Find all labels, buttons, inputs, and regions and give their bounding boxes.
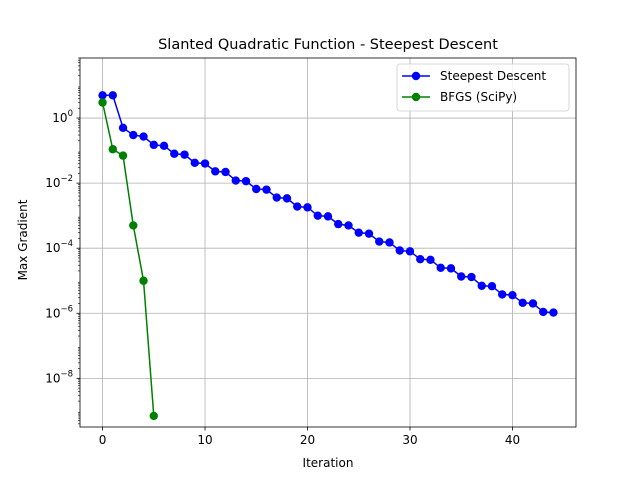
data-point	[344, 221, 353, 230]
data-point	[354, 228, 363, 237]
data-point	[159, 141, 169, 151]
data-point	[313, 211, 322, 220]
data-point	[231, 176, 240, 185]
data-point	[487, 281, 497, 291]
y-tick-label: 10−8	[45, 369, 73, 385]
data-point	[457, 272, 466, 281]
data-point	[539, 307, 548, 317]
legend-marker	[411, 71, 421, 81]
data-point	[180, 150, 189, 159]
x-tick-label: 40	[505, 433, 520, 447]
data-point	[129, 221, 138, 230]
data-point	[549, 308, 558, 317]
legend-label: Steepest Descent	[440, 69, 546, 83]
data-point	[129, 130, 138, 140]
legend-label: BFGS (SciPy)	[440, 90, 517, 104]
x-tick-label: 20	[300, 433, 315, 447]
plot-area: 0 10 20 30 40 10−8 10−6 10−4 10−2 100 Steepest Des…	[45, 57, 577, 447]
data-point	[170, 149, 179, 158]
data-point	[467, 272, 476, 282]
data-point	[323, 212, 333, 221]
data-point	[518, 298, 527, 307]
data-point	[139, 276, 148, 285]
legend-marker	[411, 92, 421, 102]
data-point	[200, 159, 210, 168]
x-tick-label: 0	[99, 433, 107, 447]
data-point	[446, 264, 456, 273]
axes-frame	[79, 57, 577, 428]
y-tick-label: 10−4	[45, 239, 73, 255]
data-point	[262, 185, 271, 194]
data-point	[293, 202, 302, 211]
data-point	[118, 151, 128, 160]
data-point	[139, 132, 148, 141]
y-tick-label: 10−2	[45, 174, 73, 190]
data-point	[477, 281, 486, 290]
data-point	[98, 98, 107, 107]
y-tick-label: 10−6	[45, 304, 73, 320]
data-point	[405, 247, 415, 256]
data-point	[385, 238, 394, 247]
data-point	[108, 91, 117, 100]
series-line-1	[101, 102, 155, 416]
y-axis-label: Max Gradient	[16, 199, 30, 280]
data-point	[436, 263, 445, 272]
data-point	[508, 290, 517, 300]
x-axis-label: Iteration	[303, 456, 354, 470]
data-point	[282, 194, 292, 203]
data-point	[426, 255, 435, 265]
data-point	[498, 290, 507, 299]
data-point	[98, 91, 107, 100]
data-point	[364, 229, 374, 238]
data-point	[272, 193, 281, 202]
data-point	[303, 203, 312, 212]
x-tick-label: 10	[197, 433, 212, 447]
data-point	[118, 123, 128, 133]
data-point	[211, 167, 220, 176]
data-point	[252, 184, 261, 194]
data-point	[221, 167, 230, 177]
chart-title: Slanted Quadratic Function - Steepest De…	[158, 37, 498, 53]
data-point	[416, 254, 425, 264]
data-point	[190, 158, 199, 168]
data-point	[528, 299, 538, 308]
x-tick-label: 30	[402, 433, 417, 447]
data-point	[334, 219, 343, 229]
legend-box	[396, 63, 570, 112]
data-point	[108, 145, 117, 154]
data-point	[375, 237, 384, 246]
y-tick-label: 100	[52, 109, 73, 125]
data-point	[395, 246, 404, 255]
data-point	[149, 411, 158, 421]
data-point	[149, 140, 158, 150]
data-point	[241, 176, 251, 186]
